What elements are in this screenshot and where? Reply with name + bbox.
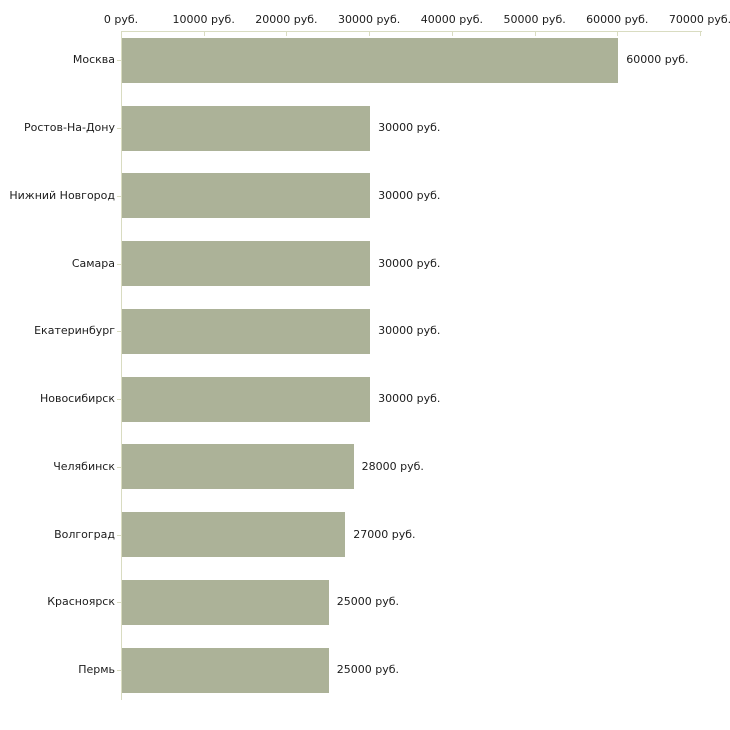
y-axis-tick <box>117 670 121 671</box>
bar <box>122 444 354 490</box>
x-axis-tick-label: 60000 руб. <box>586 13 649 26</box>
category-label: Ростов-На-Дону <box>23 121 115 134</box>
x-axis-tick-label: 20000 руб. <box>255 13 318 26</box>
value-label: 30000 руб. <box>378 392 441 405</box>
category-label: Пермь <box>78 663 115 676</box>
bar <box>122 308 371 354</box>
category-label: Красноярск <box>47 595 115 609</box>
value-label: 30000 руб. <box>378 324 441 338</box>
bar <box>122 647 329 693</box>
x-axis-tick <box>534 31 536 36</box>
value-label: 30000 руб. <box>378 188 441 202</box>
value-label: 27000 руб. <box>353 527 416 541</box>
x-axis-tick-label: 30000 руб. <box>337 13 401 26</box>
bar <box>122 173 371 219</box>
x-axis-tick <box>203 31 205 36</box>
value-label: 30000 руб. <box>378 256 441 270</box>
y-axis-tick <box>117 602 121 604</box>
category-label: Нижний Новгород <box>9 188 115 202</box>
category-label: Челябинск <box>53 459 115 473</box>
category-label: Екатеринбург <box>34 324 115 338</box>
category-label: Москва <box>72 53 115 67</box>
y-axis-tick <box>117 399 121 400</box>
x-axis-tick <box>451 31 453 36</box>
y-axis-tick <box>117 466 121 468</box>
bar <box>122 512 346 557</box>
category-label: Новосибирск <box>39 392 115 405</box>
bar <box>122 241 371 286</box>
x-axis-tick <box>286 31 288 36</box>
x-axis-tick-label: 40000 руб. <box>420 13 484 26</box>
y-axis-tick <box>117 195 121 197</box>
x-axis-tick-label: 0 руб. <box>103 13 139 26</box>
x-axis-tick-label: 70000 руб. <box>668 13 730 26</box>
bar <box>122 376 371 422</box>
x-axis-tick <box>700 31 701 36</box>
value-label: 60000 руб. <box>626 53 689 67</box>
x-axis-tick <box>121 31 122 36</box>
y-axis-tick <box>117 534 121 536</box>
y-axis-tick <box>117 331 121 333</box>
category-label: Самара <box>71 256 115 270</box>
x-axis-tick-label: 10000 руб. <box>172 13 235 26</box>
x-axis-tick-label: 50000 руб. <box>503 13 566 26</box>
x-axis-line <box>121 31 702 32</box>
bar <box>122 105 371 151</box>
bar <box>122 37 619 83</box>
y-axis-line <box>121 31 122 700</box>
y-axis-tick <box>117 263 121 265</box>
value-label: 30000 руб. <box>378 121 441 134</box>
category-label: Волгоград <box>54 527 115 541</box>
bar <box>122 579 329 625</box>
value-label: 25000 руб. <box>336 595 400 609</box>
value-label: 28000 руб. <box>361 459 424 473</box>
y-axis-tick <box>117 128 121 129</box>
x-axis-tick <box>369 31 371 36</box>
value-label: 25000 руб. <box>336 663 400 676</box>
x-axis-tick <box>617 31 619 36</box>
y-axis-tick <box>117 60 121 62</box>
